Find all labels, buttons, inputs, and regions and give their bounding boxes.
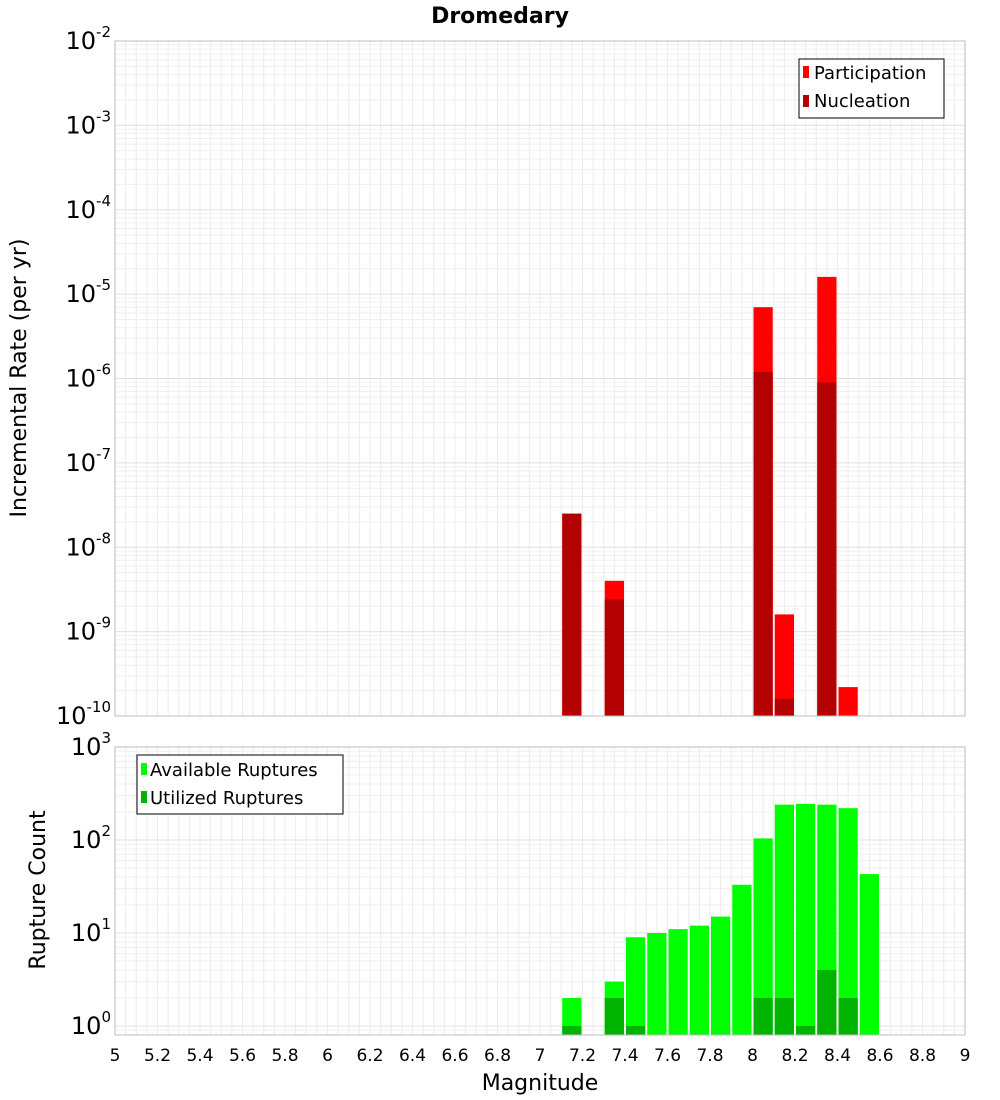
bar-available-ruptures xyxy=(689,925,709,1035)
top-legend: Participation Nucleation xyxy=(798,58,945,119)
bar-available-ruptures xyxy=(774,804,794,1035)
bar-available-ruptures xyxy=(796,803,816,1035)
bar-nucleation xyxy=(753,371,773,716)
x-tick-label: 8 xyxy=(747,1046,758,1066)
x-tick-label: 5.2 xyxy=(144,1046,171,1066)
bar-available-ruptures xyxy=(859,874,879,1035)
bar-available-ruptures xyxy=(753,838,773,1035)
bar-utilized-ruptures xyxy=(562,1025,582,1035)
bar-available-ruptures xyxy=(626,937,646,1035)
x-axis-title: Magnitude xyxy=(482,1071,599,1096)
legend-swatch-available-ruptures xyxy=(141,763,147,775)
top-y-tick-label: 10-8 xyxy=(65,529,111,561)
bar-nucleation xyxy=(604,599,624,716)
top-bars xyxy=(562,276,858,716)
bar-participation xyxy=(774,614,794,716)
x-tick-label: 5.8 xyxy=(271,1046,298,1066)
bottom-y-tick-label: 101 xyxy=(71,915,111,947)
top-y-tick-label: 10-7 xyxy=(65,445,111,477)
x-tick-labels: 5 5.2 5.4 5.6 5.8 6 6.2 6.4 6.6 6.8 7 7.2 7.4 7.6 7.8 8… xyxy=(110,1046,971,1066)
bottom-y-tick-label: 102 xyxy=(71,822,111,854)
top-y-tick-label: 10-9 xyxy=(65,614,111,646)
top-y-tick-label: 10-10 xyxy=(56,698,111,730)
bottom-bars xyxy=(562,803,879,1035)
bar-available-ruptures xyxy=(732,884,752,1035)
x-tick-label: 6.6 xyxy=(441,1046,468,1066)
top-y-axis-title: Incremental Rate (per yr) xyxy=(7,239,32,518)
chart-title: Dromedary xyxy=(431,4,569,29)
x-tick-label: 6.2 xyxy=(356,1046,383,1066)
bottom-y-tick-label: 100 xyxy=(71,1008,111,1040)
x-tick-label: 6.4 xyxy=(399,1046,426,1066)
bar-available-ruptures xyxy=(711,916,731,1035)
top-plot: 10-2 10-3 10-4 10-5 10-6 10-7 10-8 10-9 10-10 Pa… xyxy=(56,23,966,730)
bottom-y-axis-title: Rupture Count xyxy=(26,810,51,970)
bar-nucleation xyxy=(562,513,582,716)
top-plot-frame xyxy=(114,40,966,717)
legend-label-utilized-ruptures: Utilized Ruptures xyxy=(150,788,303,809)
bar-nucleation xyxy=(774,698,794,716)
bar-available-ruptures xyxy=(647,932,667,1035)
x-tick-label: 7 xyxy=(535,1046,546,1066)
legend-label-nucleation: Nucleation xyxy=(814,91,910,112)
top-y-tick-label: 10-3 xyxy=(65,107,111,139)
top-y-tick-label: 10-6 xyxy=(65,361,111,393)
x-tick-label: 5.4 xyxy=(186,1046,213,1066)
bar-utilized-ruptures xyxy=(774,997,794,1035)
bar-available-ruptures xyxy=(562,997,582,1035)
bar-utilized-ruptures xyxy=(626,1025,646,1035)
bottom-legend-box xyxy=(136,754,344,815)
x-tick-label: 9 xyxy=(960,1046,971,1066)
top-y-tick-label: 10-2 xyxy=(65,23,111,55)
top-gridlines xyxy=(114,40,966,717)
top-y-tick-label: 10-5 xyxy=(65,276,111,308)
legend-label-available-ruptures: Available Ruptures xyxy=(150,760,318,781)
bar-utilized-ruptures xyxy=(817,969,837,1035)
x-tick-label: 5.6 xyxy=(229,1046,256,1066)
bar-utilized-ruptures xyxy=(796,1025,816,1035)
x-tick-label: 6.8 xyxy=(484,1046,511,1066)
bar-utilized-ruptures xyxy=(838,997,858,1035)
x-tick-label: 7.4 xyxy=(611,1046,638,1066)
x-tick-label: 5 xyxy=(110,1046,121,1066)
bottom-y-tick-labels: 103 102 101 100 xyxy=(71,729,111,1040)
top-y-tick-label: 10-4 xyxy=(65,192,111,224)
x-tick-label: 8.4 xyxy=(824,1046,851,1066)
bottom-plot-frame xyxy=(114,746,966,1036)
x-tick-label: 7.6 xyxy=(654,1046,681,1066)
legend-label-participation: Participation xyxy=(814,63,926,84)
bottom-legend: Available Ruptures Utilized Ruptures xyxy=(136,754,344,815)
bar-nucleation xyxy=(817,382,837,716)
legend-swatch-nucleation xyxy=(803,95,809,107)
legend-swatch-utilized-ruptures xyxy=(141,791,147,803)
x-tick-label: 8.2 xyxy=(781,1046,808,1066)
x-tick-label: 8.6 xyxy=(866,1046,893,1066)
bar-utilized-ruptures xyxy=(604,997,624,1035)
x-tick-label: 6 xyxy=(322,1046,333,1066)
bar-available-ruptures xyxy=(668,929,688,1035)
top-legend-box xyxy=(798,58,945,119)
bottom-y-tick-label: 103 xyxy=(71,729,111,761)
bar-available-ruptures xyxy=(838,808,858,1035)
bar-utilized-ruptures xyxy=(753,997,773,1035)
legend-swatch-participation xyxy=(803,66,809,78)
x-tick-label: 8.8 xyxy=(909,1046,936,1066)
bottom-plot: 103 102 101 100 5 5.2 5.4 5.6 5.8 6 6.2 6.4 6.6 6.8 7… xyxy=(71,729,971,1066)
x-tick-label: 7.8 xyxy=(696,1046,723,1066)
x-tick-label: 7.2 xyxy=(569,1046,596,1066)
bar-participation xyxy=(838,687,858,716)
top-y-tick-labels: 10-2 10-3 10-4 10-5 10-6 10-7 10-8 10-9 10-10 xyxy=(56,23,111,730)
